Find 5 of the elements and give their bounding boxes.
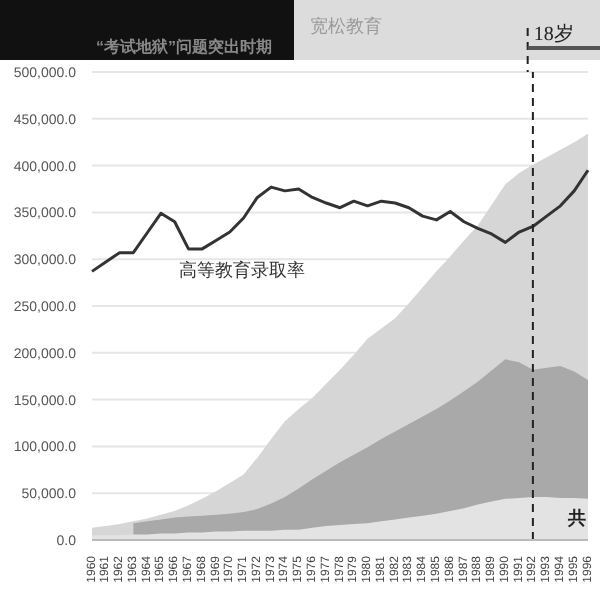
text: “考试地狱”问题突出时期 — [96, 38, 272, 56]
series-label: 高等教育录取率 — [179, 260, 306, 281]
ref-line-label: 18岁 — [533, 22, 574, 46]
text: 宽松教育 — [310, 16, 382, 36]
annotation: 共 — [566, 508, 586, 528]
